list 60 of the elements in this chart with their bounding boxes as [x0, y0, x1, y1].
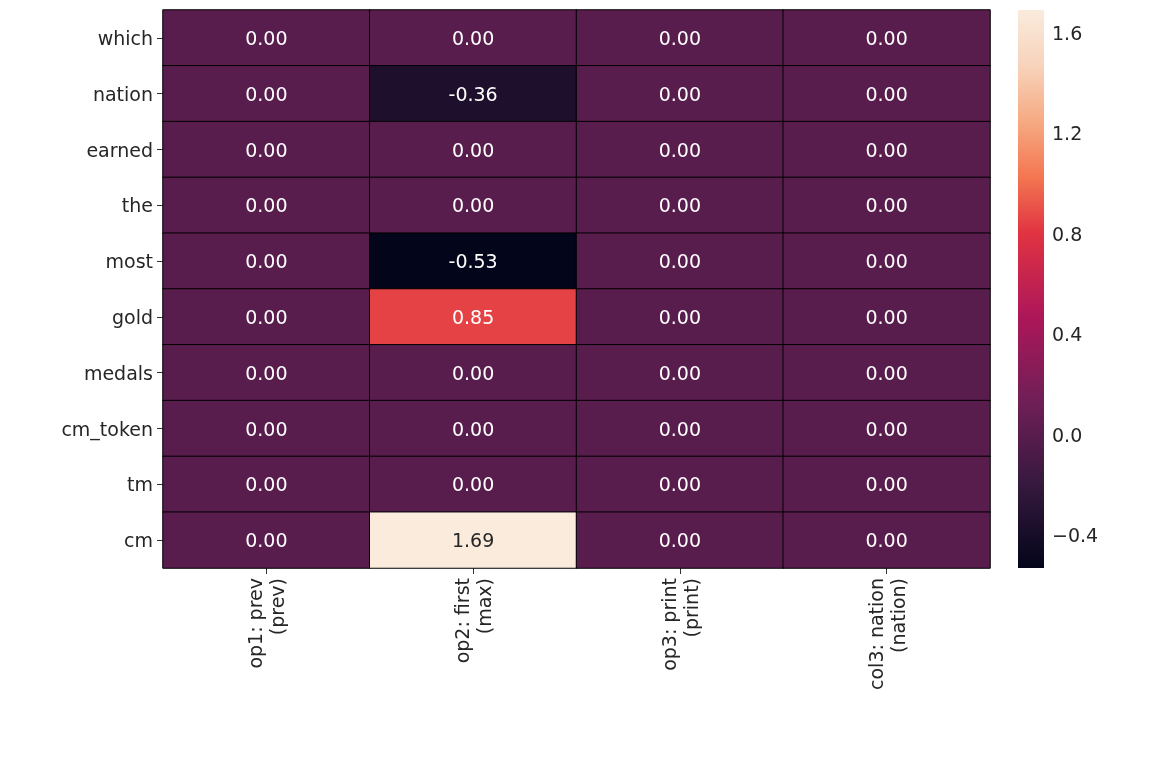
y-tick-label: the — [121, 194, 153, 217]
color-bar-label: 0.4 — [1052, 323, 1083, 346]
data-label: 0.00 — [658, 26, 702, 49]
data-label: 0.00 — [451, 26, 495, 49]
data-label: 0.00 — [865, 26, 908, 49]
color-bar-label: 1.2 — [1052, 122, 1083, 145]
data-label: 0.00 — [658, 82, 702, 105]
color-bar-label: 0.0 — [1052, 423, 1083, 446]
color-bar-label: −0.4 — [1052, 524, 1099, 547]
data-label: 0.00 — [865, 529, 908, 552]
data-label: 0.00 — [865, 82, 908, 105]
data-label: 0.00 — [658, 194, 702, 217]
data-label: 0.00 — [865, 305, 908, 328]
data-label: 0.00 — [658, 417, 702, 440]
data-label: 0.00 — [865, 417, 908, 440]
data-label: 0.00 — [865, 194, 908, 217]
data-label: 0.00 — [658, 250, 702, 273]
data-label: 0.00 — [658, 473, 702, 496]
data-label: 0.00 — [865, 361, 908, 384]
data-label: 0.00 — [245, 194, 288, 217]
y-tick-label: medals — [83, 361, 153, 384]
y-tick-label: cm — [124, 529, 153, 552]
data-label: 0.00 — [865, 473, 908, 496]
data-label: 0.00 — [451, 473, 495, 496]
x-tick-label: op3: print (print) — [657, 578, 702, 671]
data-label: 0.00 — [245, 473, 288, 496]
data-label: -0.53 — [448, 250, 498, 273]
data-label: -0.36 — [448, 82, 498, 105]
data-label: 0.00 — [245, 26, 288, 49]
data-label: 0.00 — [865, 250, 908, 273]
y-tick-label: tm — [127, 473, 153, 496]
data-label: 0.00 — [245, 417, 288, 440]
x-tick-label: op1: prev (prev) — [244, 578, 289, 669]
data-label: 0.00 — [451, 417, 495, 440]
data-label: 0.00 — [245, 361, 288, 384]
data-label: 0.00 — [245, 82, 288, 105]
x-tick-label: op2: first (max) — [451, 578, 496, 664]
y-tick-label: nation — [92, 82, 153, 105]
data-label: 0.00 — [245, 305, 288, 328]
data-label: 0.00 — [245, 250, 288, 273]
data-label: 0.00 — [658, 138, 702, 161]
data-label: 1.69 — [451, 529, 495, 552]
data-label: 0.00 — [451, 194, 495, 217]
y-tick-label: which — [97, 26, 153, 49]
data-label: 0.00 — [658, 361, 702, 384]
color-bar-label: 1.6 — [1052, 21, 1083, 44]
y-tick-label: most — [105, 250, 153, 273]
y-tick-label: gold — [111, 305, 153, 328]
x-tick-label: col3: nation (nation) — [864, 578, 909, 690]
color-bar-label: 0.8 — [1052, 222, 1083, 245]
data-label: 0.00 — [658, 305, 702, 328]
data-label: 0.00 — [658, 529, 702, 552]
y-tick-label: cm_token — [61, 417, 153, 441]
data-label: 0.85 — [451, 305, 495, 328]
data-label: 0.00 — [245, 529, 288, 552]
y-tick-label: earned — [86, 138, 153, 161]
data-label: 0.00 — [451, 361, 495, 384]
data-label: 0.00 — [245, 138, 288, 161]
data-label: 0.00 — [451, 138, 495, 161]
data-label: 0.00 — [865, 138, 908, 161]
